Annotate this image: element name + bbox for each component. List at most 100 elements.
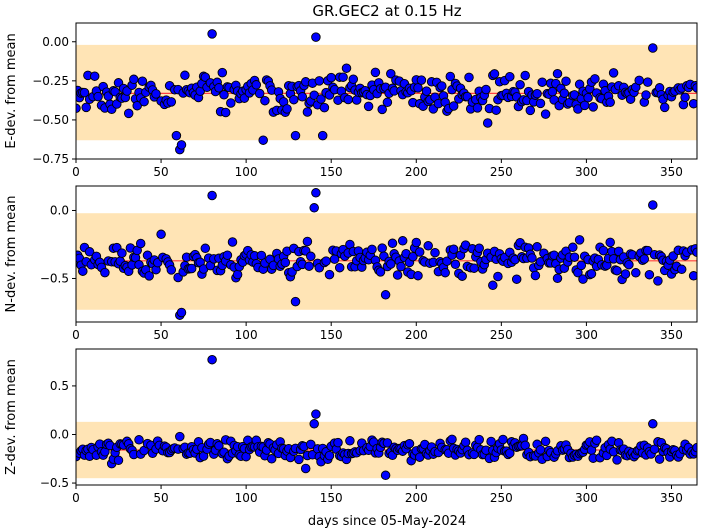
- data-point: [416, 75, 427, 85]
- data-point: [341, 63, 352, 73]
- data-point: [574, 235, 585, 245]
- data-point: [207, 354, 217, 365]
- data-point: [537, 77, 547, 87]
- data-point: [166, 97, 177, 107]
- data-point: [624, 259, 634, 270]
- data-point: [135, 238, 146, 249]
- data-point: [460, 437, 471, 447]
- x-tick-label: 100: [235, 328, 258, 342]
- y-tick-label: −0.5: [40, 271, 69, 285]
- data-point: [280, 257, 291, 268]
- data-point: [481, 84, 491, 95]
- data-point: [598, 245, 609, 256]
- data-point: [363, 101, 374, 112]
- data-point: [100, 267, 110, 278]
- data-point: [392, 270, 403, 280]
- data-point: [569, 252, 580, 262]
- x-tick-label: 100: [235, 165, 258, 179]
- x-tick-label: 250: [490, 491, 513, 505]
- data-point: [232, 269, 243, 280]
- data-point: [309, 203, 319, 213]
- data-point: [634, 75, 644, 86]
- data-point: [430, 247, 440, 258]
- data-point: [588, 102, 598, 112]
- data-point: [421, 86, 432, 96]
- data-point: [326, 72, 336, 83]
- axes-frame: [75, 185, 698, 323]
- data-point: [561, 76, 571, 86]
- data-point: [413, 83, 423, 93]
- data-point: [386, 259, 396, 269]
- x-tick-label: 250: [490, 328, 513, 342]
- x-tick-label: 150: [320, 491, 343, 505]
- data-point: [214, 441, 224, 451]
- data-point: [482, 118, 493, 128]
- data-point: [180, 70, 190, 81]
- data-point: [309, 419, 319, 429]
- data-point: [117, 248, 127, 258]
- data-point: [345, 436, 355, 446]
- data-point: [156, 229, 166, 240]
- data-point: [474, 243, 484, 253]
- data-point: [324, 450, 335, 461]
- data-point: [648, 43, 658, 53]
- points-e: [76, 29, 697, 155]
- data-point: [258, 135, 268, 145]
- panel-e: 0 50 100 150 200 250 300 350 0.00 −0.25 −0.50 −0.75…: [4, 22, 698, 179]
- data-point: [89, 71, 100, 81]
- data-point: [227, 237, 238, 247]
- data-point: [472, 103, 483, 113]
- data-point: [226, 98, 236, 108]
- data-point: [505, 71, 515, 82]
- data-point: [530, 270, 541, 281]
- data-point: [222, 250, 233, 260]
- data-point: [380, 290, 391, 300]
- x-tick-label: 50: [153, 328, 168, 342]
- data-point: [137, 76, 148, 86]
- data-point: [370, 67, 381, 78]
- data-point: [314, 76, 325, 86]
- data-point: [583, 92, 593, 103]
- data-point: [568, 242, 578, 253]
- x-tick-label: 50: [153, 491, 168, 505]
- data-point: [343, 94, 353, 105]
- data-point: [552, 68, 563, 79]
- data-point: [520, 70, 530, 81]
- data-point: [76, 103, 81, 114]
- data-point: [166, 265, 177, 275]
- data-point: [411, 237, 422, 248]
- data-point: [654, 454, 665, 464]
- data-point: [151, 89, 161, 99]
- chart-title: GR.GEC2 at 0.15 Hz: [312, 2, 461, 20]
- data-point: [631, 268, 641, 278]
- data-point: [176, 140, 187, 150]
- data-point: [311, 409, 321, 419]
- data-point: [93, 91, 103, 102]
- x-tick-label: 100: [235, 491, 258, 505]
- data-point: [317, 130, 328, 141]
- data-point: [306, 439, 316, 450]
- data-point: [532, 88, 542, 99]
- data-point: [680, 92, 690, 103]
- data-point: [387, 238, 398, 249]
- data-point: [207, 190, 217, 201]
- y-axis-label: N-dev. from mean: [4, 196, 19, 313]
- points-z: [76, 354, 697, 481]
- data-point: [134, 435, 144, 445]
- data-point: [692, 247, 697, 258]
- data-point: [692, 83, 697, 93]
- data-point: [397, 236, 408, 246]
- data-point: [297, 92, 308, 102]
- data-point: [251, 80, 262, 90]
- data-point: [648, 200, 658, 210]
- data-point: [207, 29, 217, 39]
- data-point: [527, 253, 537, 263]
- data-point: [302, 107, 313, 117]
- axes-frame: [75, 348, 698, 486]
- data-point: [491, 105, 501, 115]
- data-point: [448, 101, 459, 111]
- data-point: [367, 244, 377, 255]
- x-tick-label: 50: [153, 165, 168, 179]
- data-point: [535, 98, 546, 109]
- data-point: [338, 72, 348, 82]
